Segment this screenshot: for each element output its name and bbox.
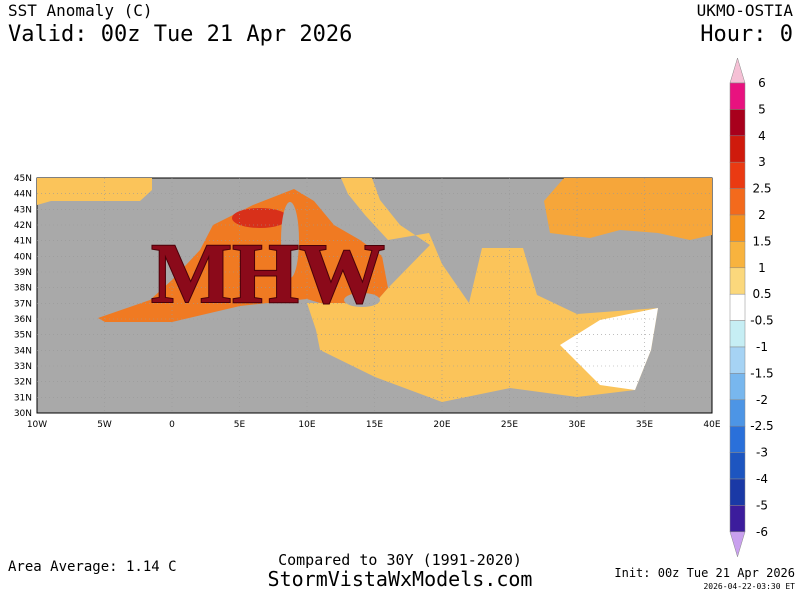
colorbar-segment [729, 135, 746, 163]
colorbar-label: -6 [756, 525, 768, 539]
lat-label: 36N [14, 315, 32, 325]
title: SST Anomaly (C) [8, 1, 153, 20]
lon-label: 25E [501, 420, 518, 430]
area-average: Area Average: 1.14 C [8, 559, 177, 575]
colorbar-label: -1.5 [750, 366, 773, 380]
lon-label: 5W [97, 420, 112, 430]
colorbar-label: -4 [756, 472, 768, 486]
lon-label: 20E [433, 420, 450, 430]
lon-label: 30E [568, 420, 585, 430]
valid-time: Valid: 00z Tue 21 Apr 2026 [8, 22, 352, 47]
lon-label: 0 [169, 420, 175, 430]
colorbar-label: 4 [758, 129, 766, 143]
lat-label: 39N [14, 268, 32, 278]
lon-label: 5E [234, 420, 246, 430]
lat-label: 32N [14, 378, 32, 388]
colorbar-label: 5 [758, 102, 766, 116]
colorbar-segment [729, 293, 746, 321]
colorbar-label: -3 [756, 446, 768, 460]
lat-label: 35N [14, 331, 32, 341]
hour: Hour: 0 [700, 22, 793, 47]
lon-label: 40E [703, 420, 720, 430]
colorbar-segment [729, 82, 746, 110]
colorbar-label: -2.5 [750, 419, 773, 433]
colorbar-label: -1 [756, 340, 768, 354]
lon-label: 10E [298, 420, 315, 430]
colorbar-label: 1.5 [752, 234, 771, 248]
colorbar-cap [729, 531, 746, 558]
colorbar-segment [729, 478, 746, 506]
colorbar-segment [729, 320, 746, 348]
colorbar: 6 5 4 3 2.5 2 1.5 1 0.5 -0.5 -1 -1.5 -2 -2.5 -3 -4 -5 -6 [729, 57, 774, 558]
lat-label: 34N [14, 346, 32, 356]
compared: Compared to 30Y (1991-2020) [278, 551, 522, 569]
colorbar-label: 0.5 [752, 287, 771, 301]
colorbar-segment [729, 214, 746, 242]
colorbar-segment [729, 373, 746, 401]
colorbar-segment [729, 399, 746, 427]
map-grid: 45N 44N 43N 42N 41N 40N 39N 38N 37N 36N 35N 34N 33N 3… [14, 174, 721, 430]
atlantic [37, 178, 152, 205]
colorbar-label: -2 [756, 393, 768, 407]
lat-label: 44N [14, 190, 32, 200]
colorbar-label: 6 [758, 76, 766, 90]
colorbar-cap [729, 57, 746, 84]
colorbar-segment [729, 188, 746, 216]
lat-label: 41N [14, 237, 32, 247]
lat-label: 31N [14, 393, 32, 403]
lat-label: 45N [14, 174, 32, 184]
lon-label: 35E [636, 420, 653, 430]
colorbar-label: 2 [758, 208, 766, 222]
colorbar-segment [729, 267, 746, 295]
hot-spot [232, 208, 288, 228]
colorbar-segment [729, 241, 746, 269]
mhw-overlay: MHW [151, 225, 385, 321]
colorbar-label: 1 [758, 261, 766, 275]
lat-label: 33N [14, 362, 32, 372]
colorbar-label: 3 [758, 155, 766, 169]
stamp: 2026-04-22-03:30 ET [703, 582, 795, 591]
colorbar-segment [729, 505, 746, 533]
colorbar-segment [729, 161, 746, 189]
lat-label: 38N [14, 284, 32, 294]
lat-label: 37N [14, 299, 32, 309]
levant-white [560, 308, 658, 390]
colorbar-segment [729, 346, 746, 374]
map: 45N 44N 43N 42N 41N 40N 39N 38N 37N 36N 35N 34N 33N 3… [14, 174, 721, 430]
init-time: Init: 00z Tue 21 Apr 2026 [614, 566, 795, 580]
lon-label: 10W [27, 420, 47, 430]
colorbar-segment [729, 109, 746, 137]
lat-label: 42N [14, 221, 32, 231]
colorbar-segment [729, 425, 746, 453]
colorbar-label: -5 [756, 498, 768, 512]
colorbar-segment [729, 452, 746, 480]
corsica-sardinia [281, 202, 299, 278]
lon-label: 15E [366, 420, 383, 430]
colorbar-label: 2.5 [752, 182, 771, 196]
site: StormVistaWxModels.com [268, 567, 533, 591]
lat-label: 43N [14, 205, 32, 215]
model: UKMO-OSTIA [697, 1, 794, 20]
lat-label: 40N [14, 252, 32, 262]
lat-label: 30N [14, 409, 32, 419]
western-med [98, 189, 388, 322]
colorbar-label: -0.5 [750, 314, 773, 328]
